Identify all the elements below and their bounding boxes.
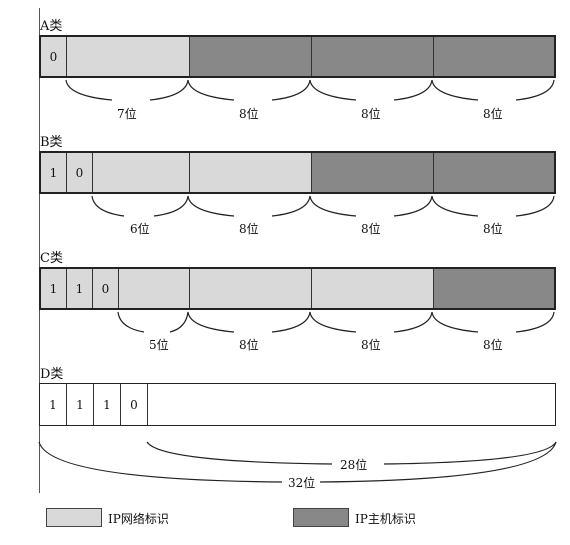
class-d-brace-28	[146, 441, 557, 465]
legend-network-swatch	[46, 508, 102, 527]
class-c-brace-2	[187, 311, 311, 333]
class-b-brace-1	[91, 195, 189, 217]
class-a-brace-1	[65, 79, 189, 101]
class-b-network-field-1	[93, 153, 190, 192]
class-c-network-field-1	[119, 269, 190, 308]
class-c-bit-2: 0	[93, 269, 119, 308]
class-c-brace-label-4: 8位	[481, 336, 505, 353]
class-d-bit-0: 1	[40, 384, 67, 425]
legend-host-swatch	[293, 508, 349, 527]
class-a-network-field	[67, 37, 190, 76]
class-a-brace-label-4: 8位	[481, 105, 505, 122]
class-a-brace-2	[187, 79, 311, 101]
class-c-brace-3	[309, 311, 433, 333]
class-a-brace-4	[431, 79, 555, 101]
legend-host-label: IP主机标识	[355, 512, 416, 526]
class-a-brace-label-1: 7位	[115, 105, 139, 122]
class-a-bit-0: 0	[41, 37, 67, 76]
class-a-brace-3	[309, 79, 433, 101]
class-d-multicast-field	[148, 384, 555, 425]
class-b-row: 1 0	[39, 151, 556, 194]
class-b-brace-4	[431, 195, 555, 217]
class-d-bit-1: 1	[67, 384, 94, 425]
class-c-row: 1 1 0	[39, 267, 556, 310]
class-b-brace-3	[309, 195, 433, 217]
class-b-label: B类	[40, 135, 63, 150]
class-b-bit-1: 0	[67, 153, 93, 192]
class-c-network-field-2	[190, 269, 312, 308]
class-c-bit-1: 1	[67, 269, 93, 308]
class-c-brace-4	[431, 311, 555, 333]
legend-network-label: IP网络标识	[108, 512, 169, 526]
class-b-host-field-1	[312, 153, 434, 192]
class-b-brace-label-1: 6位	[128, 220, 152, 237]
class-b-brace-2	[187, 195, 311, 217]
class-a-host-field-1	[190, 37, 312, 76]
class-a-brace-label-3: 8位	[359, 105, 383, 122]
class-b-brace-label-2: 8位	[237, 220, 261, 237]
class-c-bit-0: 1	[41, 269, 67, 308]
class-b-bit-0: 1	[41, 153, 67, 192]
class-a-row: 0	[39, 35, 556, 78]
class-d-row: 1 1 1 0	[39, 383, 556, 426]
class-d-brace-label-28: 28位	[338, 456, 370, 473]
class-a-brace-label-2: 8位	[237, 105, 261, 122]
class-c-brace-label-3: 8位	[359, 336, 383, 353]
class-a-label: A类	[40, 19, 63, 34]
class-b-network-field-2	[190, 153, 312, 192]
class-c-network-field-3	[312, 269, 434, 308]
class-d-brace-label-32: 32位	[286, 474, 318, 491]
left-guide-line	[39, 8, 40, 493]
class-c-brace-label-2: 8位	[237, 336, 261, 353]
class-d-bit-3: 0	[121, 384, 148, 425]
class-b-host-field-2	[434, 153, 554, 192]
class-b-brace-label-3: 8位	[359, 220, 383, 237]
class-c-label: C类	[40, 251, 63, 266]
class-c-brace-label-1: 5位	[147, 336, 171, 353]
class-c-host-field	[434, 269, 554, 308]
class-a-host-field-2	[312, 37, 434, 76]
class-d-label: D类	[40, 367, 64, 382]
class-d-brace-32	[38, 441, 557, 483]
class-b-brace-label-4: 8位	[481, 220, 505, 237]
class-c-brace-1	[117, 311, 189, 333]
class-d-bit-2: 1	[94, 384, 121, 425]
class-a-host-field-3	[434, 37, 554, 76]
